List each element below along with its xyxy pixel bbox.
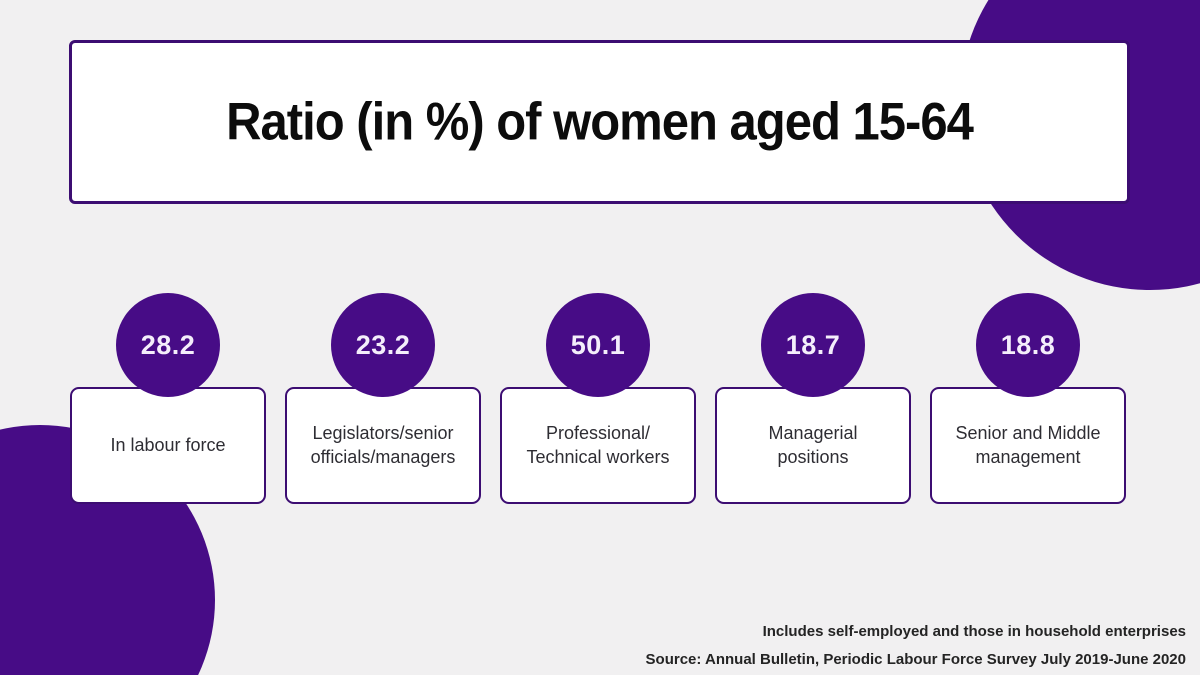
stat-circle-in-labour-force: 28.2 xyxy=(116,293,220,397)
stat-value: 18.8 xyxy=(1000,329,1056,360)
stat-label: Senior and Middle management xyxy=(955,422,1101,467)
stat-box-senior-middle: Senior and Middle management xyxy=(930,387,1126,504)
footer-source: Source: Annual Bulletin, Periodic Labour… xyxy=(645,651,1186,668)
stat-label: In labour force xyxy=(110,434,226,455)
stat-value: 18.7 xyxy=(785,329,841,360)
stat-box-professional: Professional/ Technical workers xyxy=(500,387,696,504)
stat-circle-senior-middle: 18.8 xyxy=(976,293,1080,397)
stat-label: Legislators/senior officials/managers xyxy=(310,422,456,467)
stat-box-managerial: Managerial positions xyxy=(715,387,911,504)
stat-value: 28.2 xyxy=(140,329,196,360)
page-title: Ratio (in %) of women aged 15-64 xyxy=(226,92,974,152)
footer-note: Includes self-employed and those in hous… xyxy=(762,623,1186,640)
stat-value: 50.1 xyxy=(570,329,626,360)
stat-box-legislators: Legislators/senior officials/managers xyxy=(285,387,481,504)
title-box: Ratio (in %) of women aged 15-64 xyxy=(69,40,1130,204)
stat-circle-managerial: 18.7 xyxy=(761,293,865,397)
stat-circle-professional: 50.1 xyxy=(546,293,650,397)
footer-notes: Includes self-employed and those in hous… xyxy=(646,618,1186,674)
stat-label: Managerial positions xyxy=(768,422,858,467)
stat-circle-legislators: 23.2 xyxy=(331,293,435,397)
stat-box-in-labour-force: In labour force xyxy=(70,387,266,504)
stat-value: 23.2 xyxy=(355,329,411,360)
stat-label: Professional/ Technical workers xyxy=(526,422,670,467)
